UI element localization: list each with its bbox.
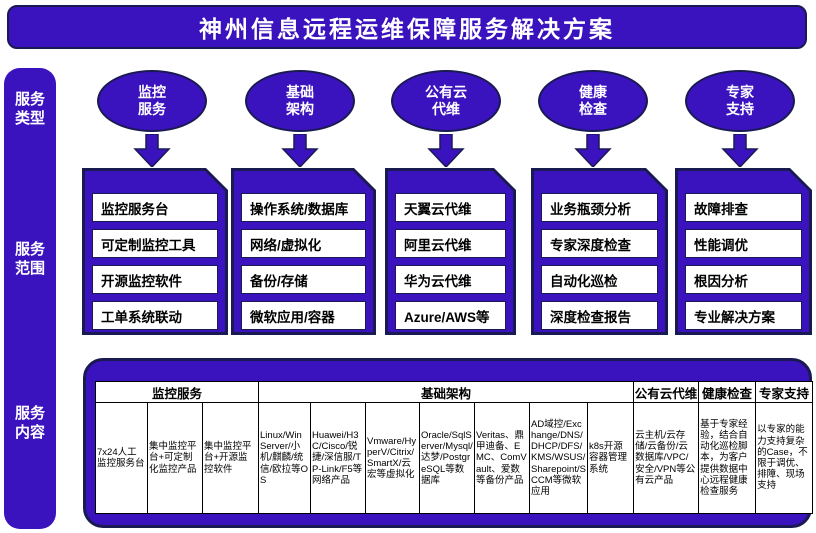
bubble-label-line: 健康 bbox=[579, 84, 607, 100]
arrow-down-icon bbox=[721, 134, 759, 167]
service-type-bubble-infrastructure: 基础 架构 bbox=[245, 70, 355, 132]
scope-item: Azure/AWS等 bbox=[395, 301, 506, 330]
scope-item: 业务瓶颈分析 bbox=[541, 193, 658, 222]
scope-item: 微软应用/容器 bbox=[241, 301, 366, 330]
scope-column-items: 监控服务台 可定制监控工具 开源监控软件 工单系统联动 bbox=[92, 193, 218, 330]
table-header-expert-support: 专家支持 bbox=[755, 381, 814, 403]
scope-column-items: 操作系统/数据库 网络/虚拟化 备份/存储 微软应用/容器 bbox=[241, 193, 366, 330]
scope-item: 华为云代维 bbox=[395, 265, 506, 294]
scope-item: 备份/存储 bbox=[241, 265, 366, 294]
table-header-row: 监控服务 基础架构 公有云代维 健康检查 专家支持 bbox=[94, 381, 814, 403]
sidebar-label-service-type: 服务 类型 bbox=[4, 90, 56, 128]
scope-item: 专家深度检查 bbox=[541, 229, 658, 258]
bubble-label-line: 检查 bbox=[579, 101, 607, 117]
table-header-infrastructure: 基础架构 bbox=[258, 381, 635, 403]
sidebar-label-line: 服务 bbox=[14, 405, 45, 422]
bubble-label-line: 基础 bbox=[286, 84, 314, 100]
scope-column-monitoring: 监控服务台 可定制监控工具 开源监控软件 工单系统联动 bbox=[82, 168, 228, 335]
scope-column-health-check: 业务瓶颈分析 专家深度检查 自动化巡检 深度检查报告 bbox=[531, 168, 668, 335]
service-type-bubble-monitoring: 监控 服务 bbox=[97, 70, 207, 132]
page-title: 神州信息远程运维保障服务解决方案 bbox=[7, 5, 807, 49]
table-cell: 集中监控平台+开源监控软件 bbox=[201, 402, 260, 514]
scope-column-infrastructure: 操作系统/数据库 网络/虚拟化 备份/存储 微软应用/容器 bbox=[231, 168, 376, 335]
scope-item: 天翼云代维 bbox=[395, 193, 506, 222]
scope-item: 操作系统/数据库 bbox=[241, 193, 366, 222]
arrow-down-icon bbox=[281, 134, 319, 167]
bubble-label-line: 支持 bbox=[726, 101, 754, 117]
table-cell: 以专家的能力支持复杂的Case，不限于调优、排障、现场支持 bbox=[755, 402, 814, 514]
scope-item: 自动化巡检 bbox=[541, 265, 658, 294]
sidebar: 服务 类型 服务 范围 服务 内容 bbox=[4, 68, 56, 529]
sidebar-label-line: 服务 bbox=[14, 91, 45, 108]
table-header-health-check: 健康检查 bbox=[698, 381, 757, 403]
bubble-label-line: 专家 bbox=[726, 84, 754, 100]
sidebar-label-line: 内容 bbox=[14, 424, 45, 441]
scope-column-items: 天翼云代维 阿里云代维 华为云代维 Azure/AWS等 bbox=[395, 193, 506, 330]
table-header-public-cloud: 公有云代维 bbox=[633, 381, 700, 403]
table-cell: 集中监控平台+可定制化监控产品 bbox=[147, 402, 203, 514]
bubble-label-line: 服务 bbox=[138, 101, 166, 117]
arrow-down-icon bbox=[574, 134, 612, 167]
scope-item: 故障排查 bbox=[685, 193, 802, 222]
table-cell: Huawei/H3C/Cisco/锐捷/深信服/TP-Link/F5等网络产品 bbox=[310, 402, 367, 514]
scope-item: 工单系统联动 bbox=[92, 301, 218, 330]
table-cell: 云主机/云存储/云备份/云数据库/VPC/安全/VPN等公有云产品 bbox=[633, 402, 700, 514]
table-cell: 7x24人工监控服务台 bbox=[95, 402, 148, 514]
table-body-row: 7x24人工监控服务台 集中监控平台+可定制化监控产品 集中监控平台+开源监控软… bbox=[95, 402, 814, 514]
sidebar-label-line: 服务 bbox=[14, 241, 45, 258]
service-content-table: 监控服务 基础架构 公有云代维 健康检查 专家支持 7x24人工监控服务台 集中… bbox=[94, 381, 814, 514]
bubble-label-line: 代维 bbox=[432, 101, 460, 117]
scope-item: 网络/虚拟化 bbox=[241, 229, 366, 258]
scope-item: 根因分析 bbox=[685, 265, 802, 294]
arrow-down-icon bbox=[427, 134, 465, 167]
scope-item: 性能调优 bbox=[685, 229, 802, 258]
service-type-bubble-expert-support: 专家 支持 bbox=[685, 70, 795, 132]
bubble-label-line: 监控 bbox=[138, 84, 166, 100]
scope-column-items: 故障排查 性能调优 根因分析 专业解决方案 bbox=[685, 193, 802, 330]
service-type-bubble-public-cloud: 公有云 代维 bbox=[391, 70, 501, 132]
table-cell: k8s开源容器管理系统 bbox=[587, 402, 635, 514]
scope-item: 专业解决方案 bbox=[685, 301, 802, 330]
sidebar-label-line: 类型 bbox=[14, 110, 45, 127]
bubble-label-line: 公有云 bbox=[425, 84, 467, 100]
table-cell: Oracle/SqlServer/Mysql/达梦/PostgreSQL等数据库 bbox=[419, 402, 476, 514]
scope-item: 监控服务台 bbox=[92, 193, 218, 222]
scope-column-items: 业务瓶颈分析 专家深度检查 自动化巡检 深度检查报告 bbox=[541, 193, 658, 330]
scope-item: 深度检查报告 bbox=[541, 301, 658, 330]
table-cell: AD域控/Exchange/DNS/DHCP/DFS/KMS/WSUS/Shar… bbox=[529, 402, 589, 514]
table-cell: Linux/Win Server/小机/麒麟/统信/欧拉等OS bbox=[258, 402, 312, 514]
scope-item: 开源监控软件 bbox=[92, 265, 218, 294]
scope-column-expert-support: 故障排查 性能调优 根因分析 专业解决方案 bbox=[675, 168, 812, 335]
arrow-down-icon bbox=[133, 134, 171, 167]
service-type-bubble-health-check: 健康 检查 bbox=[538, 70, 648, 132]
table-cell: Vmware/HyperV/Citrix/SmartX/云宏等虚拟化 bbox=[365, 402, 421, 514]
scope-item: 阿里云代维 bbox=[395, 229, 506, 258]
sidebar-label-line: 范围 bbox=[14, 260, 45, 277]
bubble-label-line: 架构 bbox=[286, 101, 314, 117]
scope-column-public-cloud: 天翼云代维 阿里云代维 华为云代维 Azure/AWS等 bbox=[385, 168, 516, 335]
table-header-monitoring: 监控服务 bbox=[94, 381, 260, 403]
sidebar-label-service-content: 服务 内容 bbox=[4, 404, 56, 442]
service-content-panel: 监控服务 基础架构 公有云代维 健康检查 专家支持 7x24人工监控服务台 集中… bbox=[83, 358, 814, 528]
scope-item: 可定制监控工具 bbox=[92, 229, 218, 258]
sidebar-label-service-scope: 服务 范围 bbox=[4, 240, 56, 278]
table-cell: 基于专家经验，结合自动化巡检脚本，为客户提供数据中心远程健康检查服务 bbox=[698, 402, 757, 514]
table-cell: Veritas、鼎甲迪备、EMC、ComVault、爱数等备份产品 bbox=[474, 402, 531, 514]
